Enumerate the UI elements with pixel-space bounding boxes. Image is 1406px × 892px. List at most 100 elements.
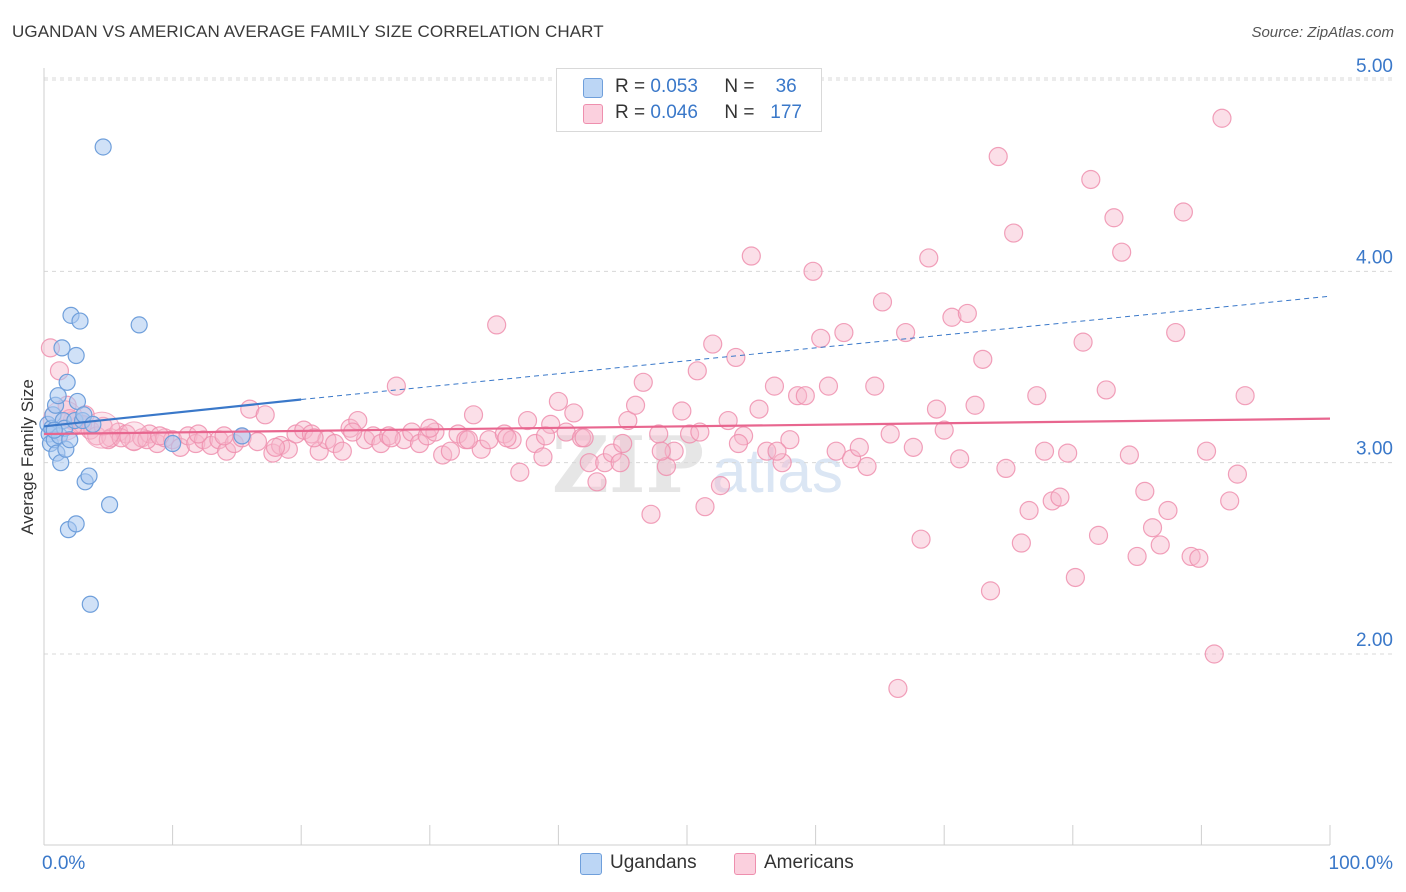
american-point [440, 441, 460, 461]
y-axis-label: Average Family Size [18, 379, 37, 535]
american-point [1142, 518, 1163, 538]
ugandan-point [81, 595, 99, 613]
american-point [772, 453, 792, 473]
american-point [402, 422, 422, 442]
american-point [764, 376, 785, 396]
american-point [579, 453, 599, 473]
american-point [1181, 546, 1201, 567]
american-point [633, 372, 653, 392]
american-point [247, 432, 268, 452]
ugandan-point [233, 427, 251, 445]
american-point [651, 441, 671, 461]
ugandans-swatch [583, 78, 603, 98]
american-point [1135, 481, 1155, 501]
ugandan-point [164, 434, 182, 453]
legend-n-label: N = [724, 102, 755, 123]
american-point [1173, 202, 1193, 222]
american-point [1166, 322, 1186, 343]
american-point [564, 403, 584, 423]
american-point [193, 430, 214, 450]
american-point [548, 391, 569, 412]
american-point [1065, 567, 1085, 588]
american-point [880, 424, 900, 444]
ugandan-point [53, 339, 71, 357]
american-point [849, 437, 869, 457]
american-point [425, 422, 445, 442]
american-point [463, 405, 484, 425]
american-point [535, 426, 556, 446]
american-point [613, 433, 633, 454]
american-point [811, 328, 831, 348]
american-point [1081, 169, 1101, 190]
american-point [1127, 546, 1147, 567]
american-point [265, 437, 286, 457]
american-point [217, 441, 237, 461]
ugandans-trend-extension [301, 295, 1331, 401]
american-point [996, 458, 1016, 479]
ugandans-trend-line [43, 398, 302, 428]
american-point [255, 405, 275, 425]
american-point [834, 322, 854, 343]
american-point [703, 334, 723, 354]
american-point [214, 426, 234, 446]
american-point-large [119, 421, 149, 451]
american-point [602, 443, 623, 463]
american-point [487, 315, 507, 335]
american-point [1096, 380, 1116, 400]
ugandan-point [67, 346, 85, 365]
american-point [857, 456, 877, 477]
ugandan-point [49, 387, 67, 405]
american-point [980, 581, 1001, 601]
american-point [332, 441, 352, 461]
american-point [371, 433, 391, 454]
american-point [304, 428, 324, 448]
american-point [1088, 525, 1109, 545]
american-point [690, 422, 710, 442]
american-point [1004, 223, 1024, 243]
ugandan-point [58, 373, 76, 391]
ugandan-point [80, 467, 98, 485]
legend-r-label: R = [615, 76, 646, 97]
american-point [1150, 535, 1170, 555]
ugandan-point [71, 312, 89, 330]
ugandan-point [130, 316, 148, 334]
american-point [381, 428, 401, 448]
american-point [497, 428, 517, 448]
american-point [741, 246, 761, 266]
american-point [672, 401, 692, 421]
american-point [656, 456, 677, 477]
y-tick-label: 3.00 [1356, 439, 1393, 460]
correlation-legend: R = 0.053 N = 36 R = 0.046 N = 177 [556, 68, 822, 132]
american-point [641, 504, 661, 524]
legend-n-value: 177 [770, 102, 802, 123]
american-point [767, 441, 787, 461]
x-tick-label-min: 0.0% [42, 853, 85, 874]
american-point [1104, 208, 1124, 228]
american-point [780, 430, 800, 450]
y-tick-label: 4.00 [1356, 247, 1393, 268]
chart-title: UGANDAN VS AMERICAN AVERAGE FAMILY SIZE … [12, 22, 604, 41]
y-tick-label: 2.00 [1356, 630, 1393, 651]
american-point [973, 349, 993, 369]
watermark-zip: ZIP [552, 420, 704, 511]
american-point [911, 529, 931, 549]
american-point [842, 449, 862, 469]
americans-trend-line [43, 417, 1331, 436]
american-point [950, 449, 970, 469]
american-point [710, 476, 731, 496]
american-point [1204, 644, 1224, 664]
american-point [749, 399, 769, 419]
american-point [618, 410, 638, 431]
ugandan-point [67, 515, 85, 533]
american-point [757, 441, 777, 461]
american-point [188, 424, 208, 444]
american-point [1027, 386, 1047, 406]
american-point [409, 433, 430, 454]
ugandan-point [84, 415, 102, 433]
american-point [625, 395, 646, 415]
american-point [988, 146, 1008, 167]
american-point [1034, 441, 1055, 461]
american-point [1235, 386, 1255, 406]
american-point [695, 497, 715, 517]
